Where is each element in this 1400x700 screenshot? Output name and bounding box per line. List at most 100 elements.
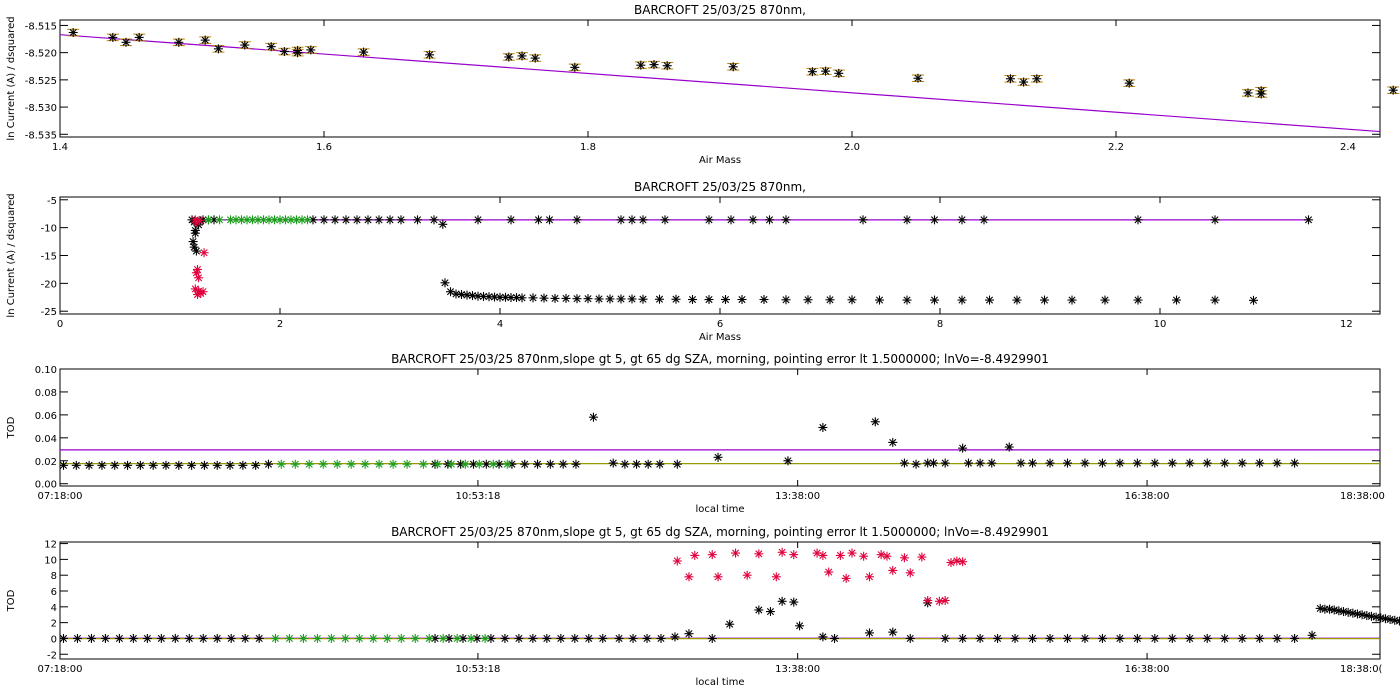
x-axis-label: local time (695, 504, 744, 515)
data-point (226, 633, 236, 643)
data-point (1062, 458, 1072, 468)
data-point (588, 412, 598, 422)
data-point (655, 459, 665, 469)
data-point (728, 62, 738, 72)
y-tick-label: -8.515 (25, 21, 57, 32)
data-point (1304, 215, 1313, 225)
data-point (975, 633, 985, 643)
data-point (737, 295, 747, 305)
data-point (279, 47, 289, 57)
data-point (134, 32, 144, 42)
data-point (608, 458, 618, 468)
data-point (418, 459, 428, 469)
data-point (632, 459, 642, 469)
data-point (1132, 633, 1142, 643)
data-point (1132, 458, 1142, 468)
data-point (304, 459, 314, 469)
data-point (726, 215, 736, 225)
data-point (605, 294, 615, 304)
data-point (834, 68, 844, 78)
x-tick-label: 2.4 (1340, 142, 1356, 153)
data-point (899, 458, 909, 468)
data-point (1255, 458, 1265, 468)
data-point (572, 294, 582, 304)
y-tick-label: 12 (44, 540, 57, 551)
data-point (888, 437, 898, 447)
data-point (402, 459, 412, 469)
data-point (888, 627, 898, 637)
data-point (598, 633, 608, 643)
data-point (707, 633, 717, 643)
data-point (534, 215, 543, 225)
data-point (765, 215, 774, 225)
data-point (684, 629, 694, 639)
x-tick-label: 1.6 (316, 142, 332, 153)
data-point (297, 215, 307, 225)
data-point (270, 215, 279, 225)
x-tick-label: 2.2 (1108, 142, 1124, 153)
data-point (911, 459, 921, 469)
data-point (533, 459, 543, 469)
data-point (636, 60, 646, 70)
data-point (1028, 458, 1038, 468)
data-point (940, 458, 950, 468)
data-point (170, 633, 180, 643)
x-tick-label: 2 (277, 319, 283, 330)
series-red (672, 547, 968, 606)
data-point (266, 42, 276, 52)
data-point (368, 633, 378, 643)
data-point (1028, 633, 1038, 643)
data-point (506, 215, 516, 225)
data-point (1150, 633, 1160, 643)
data-point (1202, 458, 1212, 468)
data-point (1394, 616, 1400, 626)
y-axis-label: ln Current (A) / dsquared (6, 193, 17, 317)
x-tick-label: 07:18:00 (38, 491, 83, 502)
data-point (713, 452, 723, 462)
series-green (204, 215, 312, 225)
data-point (341, 215, 351, 225)
x-tick-label: 16:38:00 (1125, 491, 1170, 502)
data-point (1237, 458, 1247, 468)
data-point (190, 228, 200, 238)
data-point (789, 550, 799, 560)
data-point (704, 295, 714, 305)
data-point (671, 294, 681, 304)
plot-area (60, 28, 1400, 133)
data-point (759, 295, 769, 305)
data-point (142, 633, 152, 643)
series-green (270, 633, 490, 643)
data-point (480, 633, 490, 643)
data-point (929, 458, 939, 468)
data-point (303, 215, 312, 225)
data-point (1290, 458, 1300, 468)
data-point (905, 568, 915, 578)
data-point (191, 246, 201, 256)
data-point (583, 294, 593, 304)
data-point (876, 550, 886, 560)
data-point (460, 459, 470, 469)
data-point (388, 459, 398, 469)
data-point (958, 633, 968, 643)
data-point (413, 215, 422, 225)
x-tick-label: 07:18:00 (38, 664, 83, 675)
data-point (721, 295, 730, 305)
data-point (473, 215, 483, 225)
y-axis-label: ln Current (A) / dsquared (6, 16, 17, 140)
data-point (670, 632, 680, 642)
series-accepted (60, 412, 1300, 470)
data-point (993, 633, 1003, 643)
data-point (660, 215, 670, 225)
data-point (71, 460, 81, 470)
data-point (156, 633, 166, 643)
series-accepted (60, 596, 1400, 643)
data-point (902, 295, 912, 305)
data-point (539, 293, 549, 303)
data-point (1045, 633, 1055, 643)
data-point (110, 460, 120, 470)
data-point (888, 565, 898, 575)
data-point (781, 295, 791, 305)
data-point (550, 293, 560, 303)
data-point (500, 633, 510, 643)
x-tick-label: 18:38:00 (1340, 491, 1385, 502)
